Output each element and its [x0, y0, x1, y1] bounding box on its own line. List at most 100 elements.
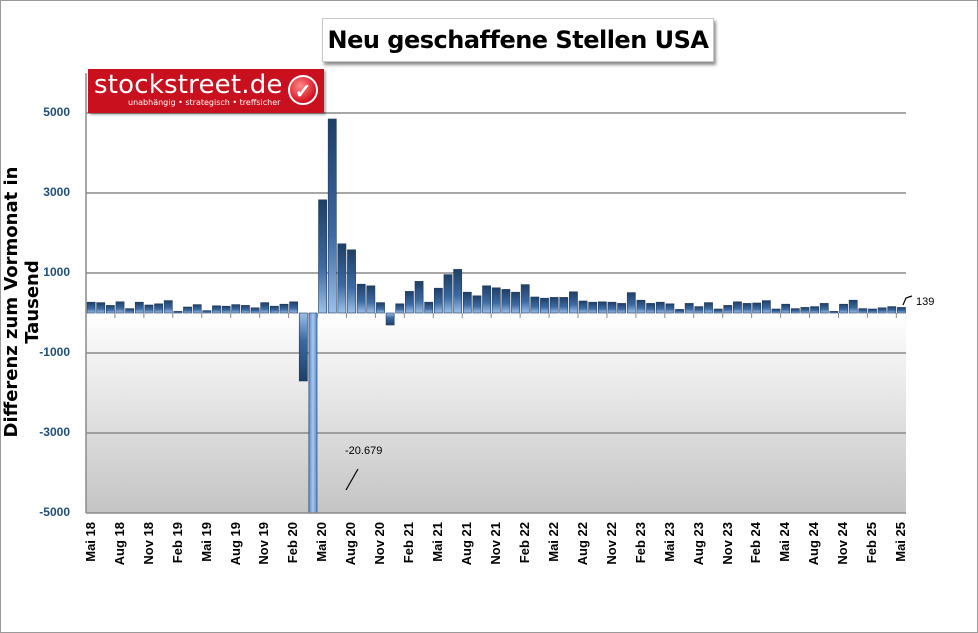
bar	[376, 302, 385, 314]
bar	[250, 307, 260, 314]
bar	[462, 291, 472, 314]
x-tick-label: Nov 24	[835, 522, 851, 565]
x-tick-label: Feb 24	[748, 522, 764, 564]
bar	[424, 301, 434, 314]
x-tick-label: Mai 24	[777, 522, 793, 562]
bar	[491, 287, 501, 314]
bar	[144, 304, 154, 314]
chart-title-box: Neu geschaffene Stellen USA	[322, 18, 714, 62]
bar	[617, 303, 627, 314]
bar	[134, 301, 144, 314]
chart-title: Neu geschaffene Stellen USA	[327, 26, 710, 54]
bar	[289, 301, 299, 314]
bar	[540, 297, 549, 314]
y-tick-label: -1000	[39, 345, 70, 359]
bar	[733, 301, 742, 314]
bar	[877, 307, 887, 314]
bar	[626, 292, 636, 314]
bar	[202, 310, 212, 314]
x-tick-label: Mai 21	[430, 522, 446, 562]
bar	[511, 291, 520, 314]
bar	[163, 300, 173, 314]
bar	[520, 284, 530, 314]
y-tick-label: 5000	[43, 105, 70, 119]
bar	[385, 312, 395, 326]
y-tick-label: 3000	[43, 185, 70, 199]
bar	[472, 295, 482, 314]
bar	[549, 297, 559, 314]
bar	[183, 306, 192, 314]
bar	[279, 303, 289, 314]
bar	[665, 303, 675, 314]
min-value-annotation: -20.679	[345, 445, 383, 457]
stockstreet-logo: stockstreet.de unabhängig • strategisch …	[88, 69, 324, 113]
bar	[192, 304, 202, 314]
bar	[298, 312, 308, 382]
bar	[887, 306, 897, 314]
bar	[675, 309, 684, 314]
x-tick-label: Aug 20	[343, 522, 359, 566]
x-tick-label: Mai 19	[198, 522, 214, 562]
bar	[530, 296, 540, 314]
y-tick-label: 1000	[43, 265, 70, 279]
bar	[771, 308, 781, 314]
bar	[308, 312, 318, 514]
bar	[752, 302, 762, 314]
bar	[761, 300, 771, 314]
bar	[212, 305, 221, 314]
bar	[347, 249, 356, 314]
bar	[569, 291, 578, 314]
checkmark-icon: ✓	[288, 75, 318, 105]
bar	[356, 283, 366, 314]
bar	[713, 308, 723, 314]
x-tick-label: Mai 20	[314, 522, 330, 562]
bar	[443, 274, 453, 314]
logo-tagline: unabhängig • strategisch • treffsicher	[128, 98, 281, 107]
bar	[636, 299, 646, 314]
bar	[96, 302, 106, 314]
x-tick-label: Aug 23	[690, 522, 706, 566]
bar	[241, 305, 250, 314]
bar	[655, 301, 665, 314]
x-tick-label: Aug 21	[459, 522, 475, 566]
bar	[790, 308, 800, 314]
bar	[395, 303, 405, 314]
bar	[781, 303, 791, 314]
bar	[318, 199, 327, 314]
x-tick-label: Aug 18	[111, 522, 127, 566]
bar	[694, 306, 704, 314]
x-tick-label: Mai 23	[661, 522, 677, 562]
logo-brand: stockstreet.de	[94, 70, 283, 100]
bar	[231, 304, 241, 314]
bar	[86, 301, 96, 314]
x-tick-label: Feb 19	[169, 522, 185, 564]
bar	[578, 300, 588, 314]
bar	[125, 308, 135, 314]
bar	[800, 307, 810, 314]
bar	[337, 243, 347, 314]
x-tick-label: Nov 22	[603, 522, 619, 565]
bar	[260, 302, 270, 314]
x-tick-label: Feb 20	[285, 522, 301, 564]
y-tick-label: -5000	[39, 505, 70, 519]
x-tick-label: Feb 25	[864, 522, 880, 564]
bar	[501, 289, 511, 314]
x-tick-label: Nov 19	[256, 522, 272, 565]
x-tick-label: Nov 18	[140, 522, 156, 565]
bar	[173, 311, 183, 314]
bar	[704, 302, 713, 314]
bar	[723, 305, 733, 314]
x-tick-label: Mai 25	[893, 522, 909, 562]
bar	[269, 305, 279, 314]
bar	[646, 303, 655, 314]
x-tick-label: Feb 21	[401, 522, 417, 564]
bar	[405, 291, 414, 314]
bar	[848, 299, 858, 314]
bar	[868, 308, 877, 314]
bar	[829, 311, 839, 314]
bar	[588, 301, 598, 314]
bar	[742, 303, 752, 314]
bar	[839, 303, 848, 314]
y-tick-label: -3000	[39, 425, 70, 439]
